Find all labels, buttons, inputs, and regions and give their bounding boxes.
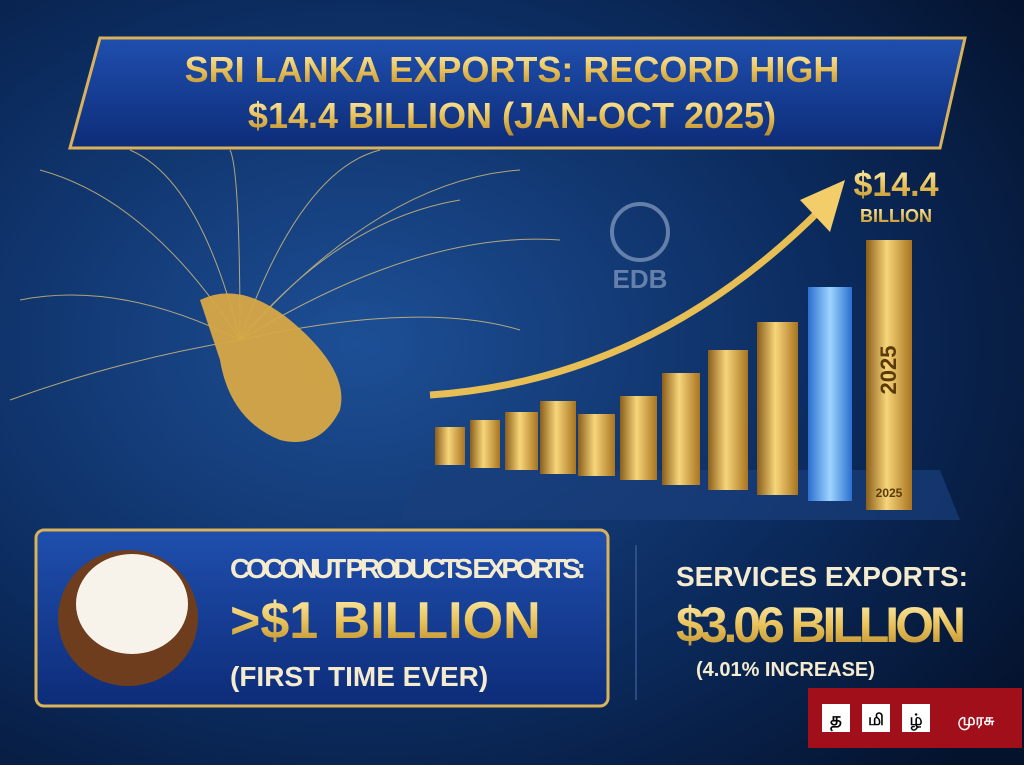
services-heading: SERVICES EXPORTS: xyxy=(676,561,968,592)
callout-value: $14.4 xyxy=(853,166,938,204)
coconut-value: >$1 BILLION xyxy=(230,592,541,650)
logo-part: முரசு xyxy=(958,712,995,730)
logo-part: த xyxy=(830,709,842,732)
logo-tiles xyxy=(822,704,930,732)
sri-lanka-map xyxy=(200,293,342,442)
services-value: $3.06 BILLION xyxy=(676,597,966,653)
coconut-icon xyxy=(58,550,198,686)
coconut-heading: COCONUT PRODUCTS EXPORTS: xyxy=(230,553,586,584)
arrow-head xyxy=(800,180,845,232)
coconut-note: (FIRST TIME EVER) xyxy=(230,661,488,692)
bar-year-base: 2025 xyxy=(876,486,903,500)
callout-unit: BILLION xyxy=(860,206,932,226)
growth-bars xyxy=(435,240,912,510)
growth-arrow xyxy=(429,207,823,399)
title-line-1: SRI LANKA EXPORTS: RECORD HIGH xyxy=(185,49,840,90)
watermark: EDB xyxy=(613,264,668,294)
logo-part: ழ் xyxy=(910,712,923,730)
bar-year-vertical: 2025 xyxy=(876,346,901,395)
logo-part: மி xyxy=(868,712,884,729)
edb-logo: EDB xyxy=(610,202,670,294)
services-note: (4.01% INCREASE) xyxy=(696,659,875,681)
title-banner xyxy=(68,36,967,150)
title-line-2: $14.4 BILLION (JAN-OCT 2025) xyxy=(248,95,776,136)
